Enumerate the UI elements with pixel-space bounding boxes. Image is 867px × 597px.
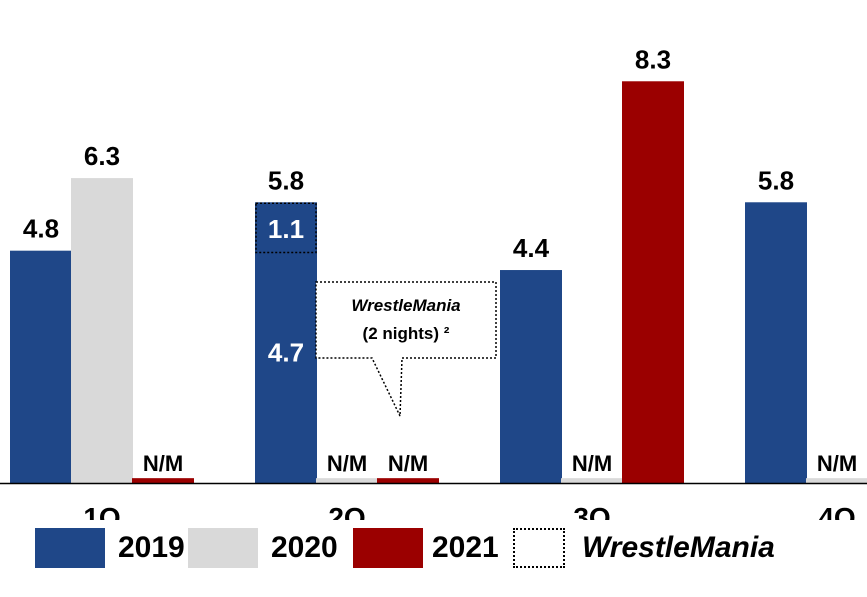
legend-swatch-2020 bbox=[188, 528, 258, 568]
bar-2019-1q bbox=[10, 250, 72, 483]
legend-swatch-2021 bbox=[353, 528, 423, 568]
bar-2019-3q bbox=[500, 270, 562, 483]
legend-label-2020: 2020 bbox=[271, 531, 338, 564]
bar-remainder-label: 4.7 bbox=[268, 337, 304, 367]
bar-chart: 4.8 5.8 4.4 5.8 6.3 N/M N/M N/M N/M N/M 8.3 1.1 4.7 1… bbox=[0, 44, 867, 520]
legend-swatch-wrestlemania bbox=[513, 528, 565, 568]
data-label-2019-2q: 5.8 bbox=[268, 165, 304, 195]
wrestlemania-callout-box bbox=[315, 281, 497, 417]
legend-label-2021: 2021 bbox=[432, 531, 499, 564]
x-tick-label-2q: 2Q bbox=[328, 502, 365, 520]
bar-2019-2q bbox=[255, 202, 317, 483]
data-label-2021-2q: N/M bbox=[388, 451, 428, 476]
data-label-2021-3q: 8.3 bbox=[635, 44, 671, 74]
legend-label-wrestlemania: WrestleMania bbox=[582, 531, 775, 564]
data-label-2020-4q: N/M bbox=[817, 451, 857, 476]
data-label-2020-2q: N/M bbox=[327, 451, 367, 476]
bar-2019-4q bbox=[745, 202, 807, 483]
bar-2020-2q bbox=[316, 478, 378, 483]
bar-2021-3q bbox=[622, 81, 684, 483]
chart-legend: 2019 2020 2021 WrestleMania bbox=[0, 520, 867, 580]
x-tick-label-4q: 4Q bbox=[818, 502, 855, 520]
bar-2020-4q bbox=[806, 478, 867, 483]
bar-2020-3q bbox=[561, 478, 623, 483]
callout-title: WrestleMania bbox=[351, 296, 460, 315]
legend-label-2019: 2019 bbox=[118, 531, 185, 564]
wrestlemania-segment-outline bbox=[255, 202, 317, 254]
data-label-2019-3q: 4.4 bbox=[513, 233, 550, 263]
data-label-2020-1q: 6.3 bbox=[84, 141, 120, 171]
bar-2021-2q bbox=[377, 478, 439, 483]
bar-2021-1q bbox=[132, 478, 194, 483]
callout-subtitle: (2 nights) ² bbox=[363, 324, 450, 343]
x-tick-label-3q: 3Q bbox=[573, 502, 610, 520]
data-label-2021-1q: N/M bbox=[143, 451, 183, 476]
data-label-2019-4q: 5.8 bbox=[758, 165, 794, 195]
legend-swatch-2019 bbox=[35, 528, 105, 568]
x-tick-label-1q: 1Q bbox=[83, 502, 120, 520]
wrestlemania-segment-label: 1.1 bbox=[268, 214, 304, 244]
data-label-2019-1q: 4.8 bbox=[23, 214, 59, 244]
data-label-2020-3q: N/M bbox=[572, 451, 612, 476]
bar-2020-1q bbox=[71, 178, 133, 483]
